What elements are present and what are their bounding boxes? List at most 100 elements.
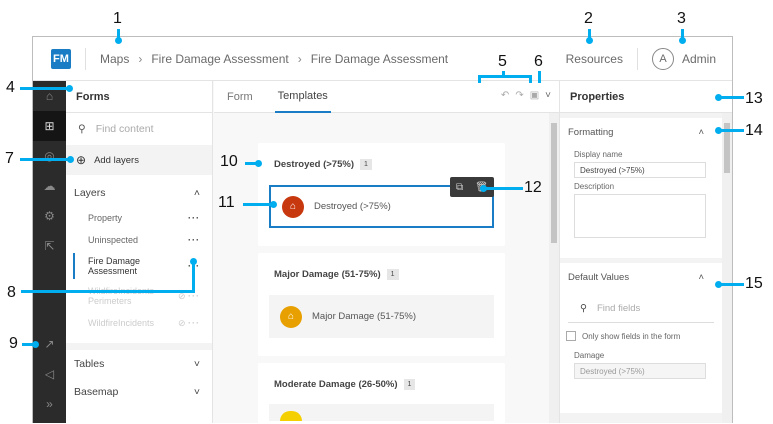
expand-icon[interactable]: » bbox=[46, 397, 53, 411]
callout-8: 8 bbox=[7, 284, 16, 301]
forms-icon[interactable]: ⊞ bbox=[33, 111, 66, 141]
app-window: FM Maps › Fire Damage Assessment › Fire … bbox=[32, 36, 733, 424]
tab-bar: Form Templates ↶ ↷ ▣ ˅ bbox=[214, 81, 559, 113]
search-icon: ⚲ bbox=[580, 303, 587, 314]
chevron-down-icon: ˅ bbox=[193, 386, 200, 398]
forms-panel: Forms ⚲ Find content ⊕ Add layers Layers ˄ … bbox=[66, 81, 213, 423]
breadcrumb-layer: Fire Damage Assessment bbox=[310, 51, 449, 66]
default-values-section: Default Values ˄ ⚲ Find fields Only show f… bbox=[560, 263, 722, 413]
callout-6: 6 bbox=[534, 53, 543, 70]
duplicate-icon[interactable]: ⧉ bbox=[456, 181, 464, 193]
tables-title: Tables bbox=[74, 358, 105, 370]
field-search[interactable]: ⚲ Find fields bbox=[568, 295, 714, 323]
layer-item-selected[interactable]: Fire Damage Assessment··· bbox=[66, 251, 212, 281]
group-title: Major Damage (51-75%) bbox=[274, 269, 381, 280]
template-item-selected[interactable]: ⌂ Destroyed (>75%) ⧉🗑 bbox=[269, 177, 494, 228]
offline-icon[interactable]: ☁ bbox=[43, 179, 56, 193]
resources-link[interactable]: Resources bbox=[565, 51, 623, 66]
redo-icon[interactable]: ↷ bbox=[515, 90, 524, 101]
callout-2: 2 bbox=[584, 10, 593, 27]
user-name[interactable]: Admin bbox=[681, 51, 716, 66]
template-name: Major Damage (51-75%) bbox=[312, 311, 417, 322]
add-layers-button[interactable]: ⊕ Add layers bbox=[66, 145, 212, 175]
template-group: Moderate Damage (26-50%) 1 bbox=[258, 363, 505, 424]
save-icon[interactable]: ▣ bbox=[529, 90, 540, 101]
more-icon[interactable]: ··· bbox=[188, 235, 200, 245]
settings-icon[interactable]: ⚙ bbox=[44, 209, 55, 223]
unsupported-icon: ⊘ ··· bbox=[177, 290, 200, 301]
formatting-title: Formatting bbox=[568, 126, 614, 138]
description-label: Description bbox=[574, 182, 615, 191]
layer-item-disabled[interactable]: WildfireIncidents ⊘ ··· bbox=[66, 311, 212, 335]
template-item[interactable] bbox=[269, 404, 494, 421]
template-group: Destroyed (>75%) 1 ⌂ Destroyed (>75%) ⧉🗑 bbox=[258, 143, 505, 246]
find-fields-placeholder[interactable]: Find fields bbox=[596, 303, 641, 314]
only-show-checkbox[interactable] bbox=[566, 331, 576, 341]
breadcrumb-maps[interactable]: Maps bbox=[100, 51, 130, 66]
callout-7: 7 bbox=[5, 150, 14, 167]
layer-name: WildfireIncidents - Perimeters bbox=[88, 286, 160, 306]
callout-12: 12 bbox=[524, 179, 542, 196]
display-name-input[interactable]: Destroyed (>75%) bbox=[574, 162, 706, 178]
layer-item[interactable]: Property ··· bbox=[66, 207, 212, 229]
header: FM Maps › Fire Damage Assessment › Fire … bbox=[33, 37, 732, 81]
chevron-right-icon: › bbox=[297, 51, 302, 66]
callout-15: 15 bbox=[745, 275, 763, 292]
layers-section-header[interactable]: Layers ˄ bbox=[66, 179, 212, 207]
formatting-header[interactable]: Formatting ˄ bbox=[560, 118, 722, 146]
tab-form[interactable]: Form bbox=[227, 90, 253, 103]
add-layers-label: Add layers bbox=[94, 154, 139, 166]
undo-icon[interactable]: ↶ bbox=[500, 90, 510, 101]
layer-item-disabled[interactable]: WildfireIncidents - Perimeters ⊘ ··· bbox=[66, 281, 212, 311]
house-damage-icon bbox=[280, 411, 302, 421]
callout-5: 5 bbox=[498, 53, 507, 70]
layer-item[interactable]: Uninspected ··· bbox=[66, 229, 212, 251]
callout-4: 4 bbox=[6, 79, 15, 96]
chevron-up-icon: ˄ bbox=[698, 271, 704, 283]
template-item[interactable]: ⌂ Major Damage (51-75%) bbox=[269, 295, 494, 338]
avatar[interactable]: A bbox=[651, 47, 674, 70]
layer-name: Property bbox=[88, 213, 123, 223]
unsupported-icon: ⊘ ··· bbox=[177, 317, 200, 328]
callout-14: 14 bbox=[745, 122, 763, 139]
default-values-title: Default Values bbox=[568, 271, 630, 283]
chevron-up-icon: ˄ bbox=[193, 187, 200, 199]
nav-rail: ⌂ ⊞ ◎ ☁ ⚙ ⇱ ↗ ◁ » bbox=[33, 81, 66, 423]
search-icon: ⚲ bbox=[78, 123, 86, 135]
house-damage-icon: ⌂ bbox=[282, 195, 304, 218]
chevron-right-icon: › bbox=[138, 51, 143, 66]
damage-label: Damage bbox=[574, 351, 605, 360]
tab-templates[interactable]: Templates bbox=[274, 81, 331, 113]
count-badge: 1 bbox=[360, 159, 372, 170]
tables-section-header[interactable]: Tables ˅ bbox=[66, 350, 212, 378]
search-placeholder[interactable]: Find content bbox=[95, 123, 154, 135]
default-values-header[interactable]: Default Values ˄ bbox=[560, 263, 722, 291]
properties-scrollbar[interactable] bbox=[722, 113, 732, 423]
description-input[interactable] bbox=[574, 194, 706, 238]
center-scrollbar[interactable] bbox=[549, 113, 559, 423]
map-icon[interactable]: ◎ bbox=[44, 149, 55, 163]
templates-canvas: Form Templates ↶ ↷ ▣ ˅ Destroyed (>75%) 1 ⌂ … bbox=[214, 81, 559, 424]
home-icon[interactable]: ⌂ bbox=[45, 89, 54, 103]
group-title: Moderate Damage (26-50%) bbox=[274, 379, 398, 390]
basemap-section-header[interactable]: Basemap ˅ bbox=[66, 378, 212, 406]
damage-input[interactable]: Destroyed (>75%) bbox=[574, 363, 706, 379]
only-show-checkbox-row[interactable]: Only show fields in the form bbox=[566, 331, 722, 341]
open-external-icon[interactable]: ↗ bbox=[44, 337, 55, 351]
group-title: Destroyed (>75%) bbox=[274, 159, 354, 170]
layers-title: Layers bbox=[74, 187, 106, 199]
more-icon[interactable]: ··· bbox=[188, 213, 200, 223]
share-icon[interactable]: ⇱ bbox=[44, 239, 55, 253]
feedback-icon[interactable]: ◁ bbox=[44, 367, 55, 381]
toolbar: ↶ ↷ ▣ ˅ bbox=[501, 90, 551, 101]
content-search[interactable]: ⚲ Find content bbox=[66, 113, 212, 145]
properties-title: Properties bbox=[560, 81, 732, 113]
field-maps-logo[interactable]: FM bbox=[51, 48, 71, 69]
breadcrumb-map[interactable]: Fire Damage Assessment bbox=[151, 51, 289, 66]
basemap-title: Basemap bbox=[74, 386, 119, 398]
template-name: Destroyed (>75%) bbox=[314, 201, 391, 212]
layer-name: Fire Damage Assessment bbox=[88, 256, 141, 276]
chevron-down-icon[interactable]: ˅ bbox=[545, 90, 551, 101]
house-damage-icon: ⌂ bbox=[280, 305, 302, 328]
template-group: Major Damage (51-75%) 1 ⌂ Major Damage (5… bbox=[258, 253, 505, 356]
